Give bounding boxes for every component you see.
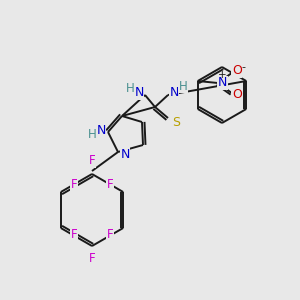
Text: N: N <box>120 148 130 160</box>
Text: F: F <box>89 154 95 167</box>
Text: S: S <box>172 116 180 128</box>
Text: +: + <box>218 70 227 80</box>
Text: O: O <box>232 88 242 101</box>
Text: F: F <box>70 229 77 242</box>
Text: F: F <box>107 178 113 191</box>
Text: H: H <box>178 80 188 92</box>
Text: F: F <box>89 253 95 266</box>
Text: F: F <box>70 178 77 191</box>
Text: F: F <box>107 229 113 242</box>
Text: O: O <box>232 64 242 77</box>
Text: N: N <box>96 124 106 136</box>
Text: N: N <box>169 86 179 100</box>
Text: N: N <box>218 76 227 89</box>
Text: -: - <box>242 62 246 72</box>
Text: N: N <box>134 86 144 100</box>
Text: H: H <box>88 128 96 142</box>
Text: H: H <box>126 82 134 95</box>
